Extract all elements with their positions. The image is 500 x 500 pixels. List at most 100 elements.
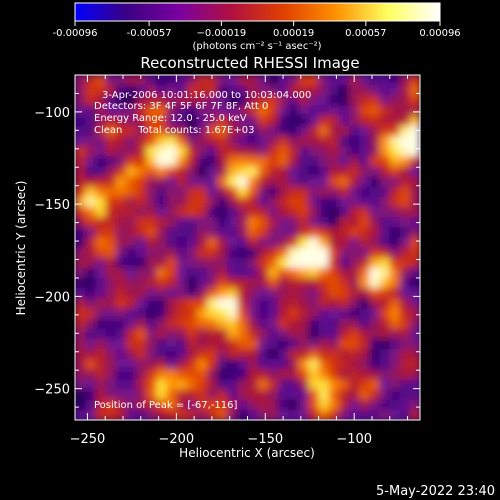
heatmap-cell <box>85 227 96 238</box>
heatmap-cell <box>125 348 137 360</box>
heatmap-cell <box>369 217 381 228</box>
heatmap-cell <box>135 328 147 340</box>
heatmap-cell <box>95 115 107 127</box>
heatmap-cell <box>399 125 411 137</box>
heatmap-cell <box>369 176 381 188</box>
heatmap-cell <box>176 369 188 381</box>
heatmap-cell <box>308 227 320 238</box>
colorbar-tick-label: 0.00057 <box>345 28 386 39</box>
heatmap-cell <box>348 288 360 299</box>
heatmap-cell <box>379 338 391 350</box>
heatmap-cell <box>95 267 107 279</box>
heatmap-cell <box>125 399 137 411</box>
heatmap-cell <box>125 308 137 320</box>
heatmap-cell <box>257 206 269 218</box>
heatmap-cell <box>359 409 370 420</box>
heatmap-cell <box>257 328 269 340</box>
heatmap-cell <box>288 135 299 147</box>
heatmap-cell <box>288 298 299 309</box>
heatmap-cell <box>359 95 370 107</box>
heatmap-cell <box>308 277 320 289</box>
heatmap-cell <box>338 166 350 178</box>
heatmap-cell <box>206 277 218 289</box>
heatmap-cell <box>359 186 370 198</box>
heatmap-cell <box>399 237 411 249</box>
heatmap-cell <box>348 156 360 167</box>
heatmap-cell <box>176 257 188 269</box>
heatmap-cell <box>196 125 208 137</box>
heatmap-cell <box>85 186 96 198</box>
heatmap-cell <box>176 318 188 330</box>
heatmap-cell <box>217 125 228 137</box>
heatmap-cell <box>186 176 198 188</box>
heatmap-cell <box>206 227 218 238</box>
heatmap-cell <box>389 156 401 167</box>
heatmap-cell <box>217 389 228 401</box>
heatmap-cell <box>247 298 259 309</box>
heatmap-cell <box>146 135 157 147</box>
heatmap-cell <box>166 156 178 167</box>
heatmap-cell <box>176 227 188 238</box>
heatmap-cell <box>176 277 188 289</box>
heatmap-cell <box>125 389 137 401</box>
heatmap-cell <box>105 267 117 279</box>
heatmap-cell <box>308 409 320 420</box>
heatmap-cell <box>237 369 249 381</box>
heatmap-cell <box>75 318 86 330</box>
heatmap-cell <box>338 348 350 360</box>
heatmap-cell <box>399 115 411 127</box>
heatmap-cell <box>308 257 320 269</box>
heatmap-cell <box>277 389 289 401</box>
heatmap-cell <box>156 156 167 167</box>
heatmap-cell <box>288 237 299 249</box>
heatmap-cell <box>146 206 157 218</box>
heatmap-cell <box>399 217 411 228</box>
heatmap-cell <box>125 257 137 269</box>
heatmap-cell <box>237 186 249 198</box>
heatmap-cell <box>267 206 279 218</box>
heatmap-cell <box>217 338 228 350</box>
heatmap-cell <box>206 298 218 309</box>
heatmap-cell <box>409 85 420 96</box>
x-axis-label: Heliocentric X (arcsec) <box>179 446 315 460</box>
heatmap-cell <box>125 227 137 238</box>
heatmap-cell <box>237 135 249 147</box>
heatmap-cell <box>196 85 208 96</box>
heatmap-cell <box>328 348 340 360</box>
y-tick-label: −250 <box>34 383 70 398</box>
heatmap-cell <box>348 308 360 320</box>
heatmap-cell <box>237 298 249 309</box>
heatmap-cell <box>146 389 157 401</box>
heatmap-cell <box>166 318 178 330</box>
heatmap-cell <box>135 338 147 350</box>
heatmap-cell <box>359 196 370 208</box>
heatmap-cell <box>105 166 117 178</box>
heatmap-cell <box>379 247 391 259</box>
heatmap-cell <box>115 227 127 238</box>
heatmap-cell <box>95 247 107 259</box>
heatmap-cell <box>399 196 411 208</box>
heatmap-cell <box>288 277 299 289</box>
heatmap-cell <box>186 85 198 96</box>
heatmap-cell <box>409 399 420 411</box>
heatmap-cell <box>156 409 167 420</box>
y-tick-label: −100 <box>34 106 70 121</box>
heatmap-cell <box>389 146 401 157</box>
heatmap-cell <box>166 105 178 117</box>
heatmap-cell <box>348 146 360 157</box>
heatmap-cell <box>206 95 218 107</box>
heatmap-cell <box>348 227 360 238</box>
heatmap-cell <box>166 206 178 218</box>
heatmap-cell <box>85 85 96 96</box>
heatmap-cell <box>288 267 299 279</box>
heatmap-cell <box>166 399 178 411</box>
heatmap-cell <box>247 115 259 127</box>
heatmap-cell <box>146 217 157 228</box>
heatmap-cell <box>206 75 218 86</box>
heatmap-cell <box>196 217 208 228</box>
heatmap-cell <box>409 379 420 391</box>
heatmap-cell <box>95 257 107 269</box>
heatmap-cell <box>227 257 238 269</box>
heatmap-cell <box>115 379 127 391</box>
heatmap-cell <box>166 135 178 147</box>
